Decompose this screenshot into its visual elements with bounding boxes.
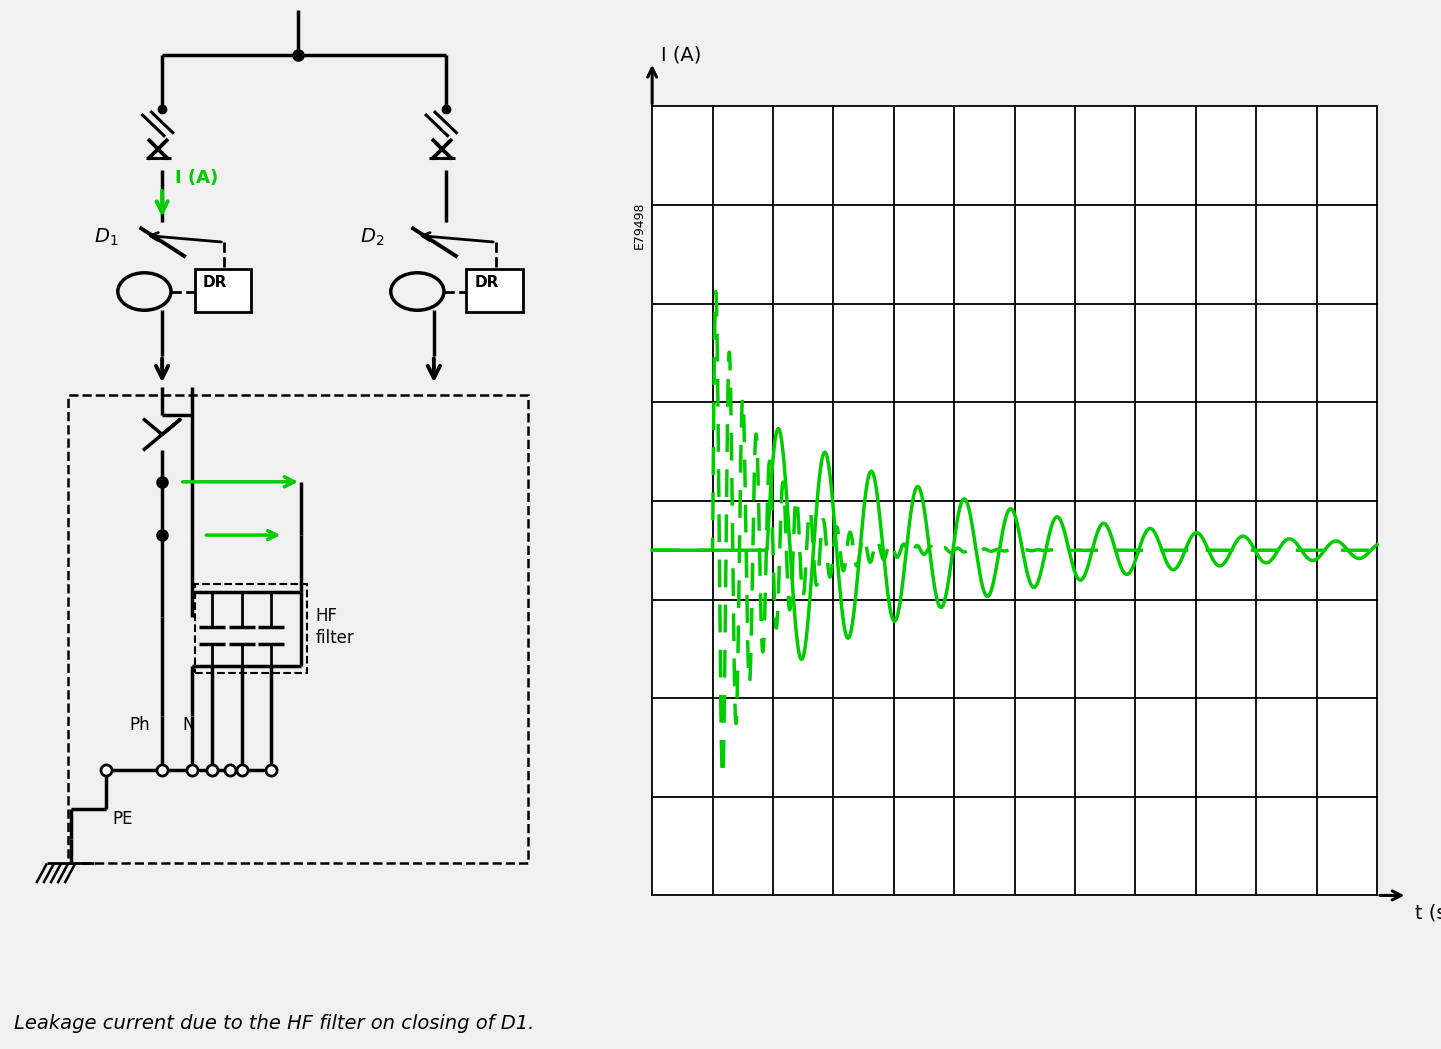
FancyBboxPatch shape <box>467 269 523 313</box>
Text: Ph: Ph <box>130 716 150 734</box>
Text: DR: DR <box>203 275 228 290</box>
Text: t (s): t (s) <box>1415 903 1441 923</box>
Text: E79498: E79498 <box>633 201 646 249</box>
Text: HF
filter: HF filter <box>316 606 354 647</box>
Text: DR: DR <box>474 275 499 290</box>
Text: I (A): I (A) <box>176 169 219 187</box>
Text: Leakage current due to the HF filter on closing of D1.: Leakage current due to the HF filter on … <box>14 1014 535 1033</box>
Text: PE: PE <box>112 810 133 828</box>
Text: I (A): I (A) <box>661 45 702 65</box>
Text: $D_2$: $D_2$ <box>360 227 385 248</box>
Bar <box>653 106 1378 896</box>
Bar <box>195 584 307 673</box>
Bar <box>68 395 529 863</box>
Text: $D_1$: $D_1$ <box>94 227 118 248</box>
Text: N: N <box>183 716 196 734</box>
FancyBboxPatch shape <box>195 269 251 313</box>
